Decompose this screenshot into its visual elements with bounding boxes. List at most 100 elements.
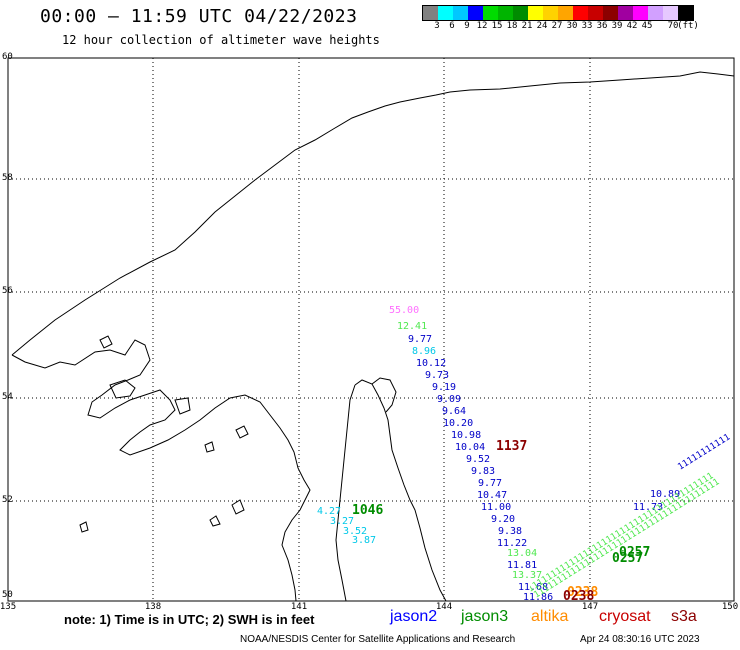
island-small-2	[235, 425, 249, 439]
swh-observation: 12.41	[397, 321, 428, 332]
swh-observation: 11.81	[507, 560, 538, 571]
units-note: note: 1) Time is in UTC; 2) SWH is in fe…	[64, 612, 315, 627]
lat-label: 50	[2, 590, 13, 600]
island-small-5	[209, 515, 221, 527]
color-swatch	[498, 6, 513, 20]
coastline	[11, 71, 735, 602]
pass-time: 0238	[563, 589, 595, 604]
lat-label: 52	[2, 495, 13, 505]
color-swatch	[603, 6, 618, 20]
swh-observation: 9.83	[471, 466, 496, 477]
lon-label: 144	[435, 602, 453, 612]
scale-label: 9	[464, 21, 470, 31]
scale-label: 36	[596, 21, 608, 31]
color-swatch	[558, 6, 573, 20]
sakhalin-gulf	[371, 377, 397, 413]
pass-time: 0238	[567, 585, 599, 600]
swh-observation: 9.38	[498, 526, 523, 537]
lon-label: 135	[0, 602, 17, 612]
legend-cryosat: cryosat	[599, 608, 651, 625]
shantar-island-1	[109, 379, 136, 399]
swh-observation: 10.12	[416, 358, 447, 369]
swh-observation: 10.04	[455, 442, 486, 453]
scale-label: 39	[611, 21, 623, 31]
swh-observation: 4.27	[317, 506, 342, 517]
swh-observation: 9.19	[432, 382, 457, 393]
lat-label: 60	[2, 52, 13, 62]
swh-observation: 3.87	[352, 535, 377, 546]
scale-label: 6	[449, 21, 455, 31]
color-swatch	[678, 6, 693, 20]
color-scale-labels: 3 6 9 12 15 18 21 24 27 30 33 36 39 42 4…	[422, 21, 732, 35]
swh-observation: 9.09	[437, 394, 462, 405]
color-swatch	[573, 6, 588, 20]
scale-label: 12	[476, 21, 488, 31]
swh-observation: 55.00	[389, 305, 420, 316]
scale-label: 45	[641, 21, 653, 31]
swh-observation: 3.27	[330, 516, 355, 527]
legend-jason3: jason3	[461, 608, 509, 625]
generation-timestamp: Apr 24 08:30:16 UTC 2023	[580, 634, 700, 645]
color-swatch	[483, 6, 498, 20]
legend-altika: altika	[531, 608, 569, 625]
lon-label: 150	[721, 602, 739, 612]
island-small-4	[231, 499, 245, 515]
scale-label: (ft)	[677, 21, 699, 31]
pass-time: 1137	[496, 439, 528, 454]
island-small-6	[79, 521, 89, 533]
color-swatch	[648, 6, 663, 20]
swh-observation: 11.86	[523, 592, 554, 603]
map-frame	[7, 57, 735, 602]
sakhalin-east	[335, 384, 356, 602]
swh-observation: 11.73	[633, 502, 664, 513]
scale-label: 27	[551, 21, 563, 31]
lat-label: 54	[2, 392, 13, 402]
pass-time: 1046	[352, 503, 384, 518]
swh-observation: 9.73	[425, 370, 450, 381]
swh-observation: 8.96	[412, 346, 437, 357]
color-swatch	[528, 6, 543, 20]
pass-time: 0257	[612, 551, 644, 566]
swh-observation: 3.52	[343, 526, 368, 537]
color-swatch	[588, 6, 603, 20]
swh-observation: 10.20	[443, 418, 474, 429]
credit-line: NOAA/NESDIS Center for Satellite Applica…	[240, 634, 516, 645]
scale-label: 3	[434, 21, 440, 31]
legend-jason2: jason2	[390, 608, 438, 625]
mainland-coast	[11, 71, 735, 356]
swh-observation: 11.00	[481, 502, 512, 513]
swh-observation: 9.64	[442, 406, 467, 417]
swh-observation: 9.77	[408, 334, 433, 345]
page-subtitle: 12 hour collection of altimeter wave hei…	[62, 33, 380, 47]
color-swatch	[468, 6, 483, 20]
swh-observation: 13.37	[512, 570, 543, 581]
sakhalin-west	[354, 379, 447, 602]
lon-label: 138	[144, 602, 162, 612]
color-swatch	[513, 6, 528, 20]
color-scale-bar	[422, 5, 694, 21]
swh-observation: 10.47	[477, 490, 508, 501]
okhotsk-west-coast	[11, 339, 311, 602]
swath-text-2: 1111111111111111111111111111111111111111	[532, 477, 721, 600]
island-small-3	[204, 441, 215, 453]
lon-label: 141	[290, 602, 308, 612]
shantar-island-2	[174, 397, 191, 415]
swh-observation: 9.77	[478, 478, 503, 489]
swh-observation: 13.04	[507, 548, 538, 559]
scale-label: 21	[521, 21, 533, 31]
swh-observation: 10.89	[650, 489, 681, 500]
color-swatch	[438, 6, 453, 20]
scale-label: 18	[506, 21, 518, 31]
dense-track-swath: 1111111111111111111111111111111111111111…	[530, 432, 732, 600]
scale-label: 33	[581, 21, 593, 31]
swh-observation: 9.20	[491, 514, 516, 525]
color-swatch	[663, 6, 678, 20]
legend-s3a: s3a	[671, 608, 697, 625]
color-swatch	[453, 6, 468, 20]
lon-label: 147	[581, 602, 599, 612]
color-swatch	[423, 6, 438, 20]
swath-text-3: 11111111111	[676, 432, 732, 472]
lat-label: 56	[2, 286, 13, 296]
swh-observation: 10.98	[451, 430, 482, 441]
